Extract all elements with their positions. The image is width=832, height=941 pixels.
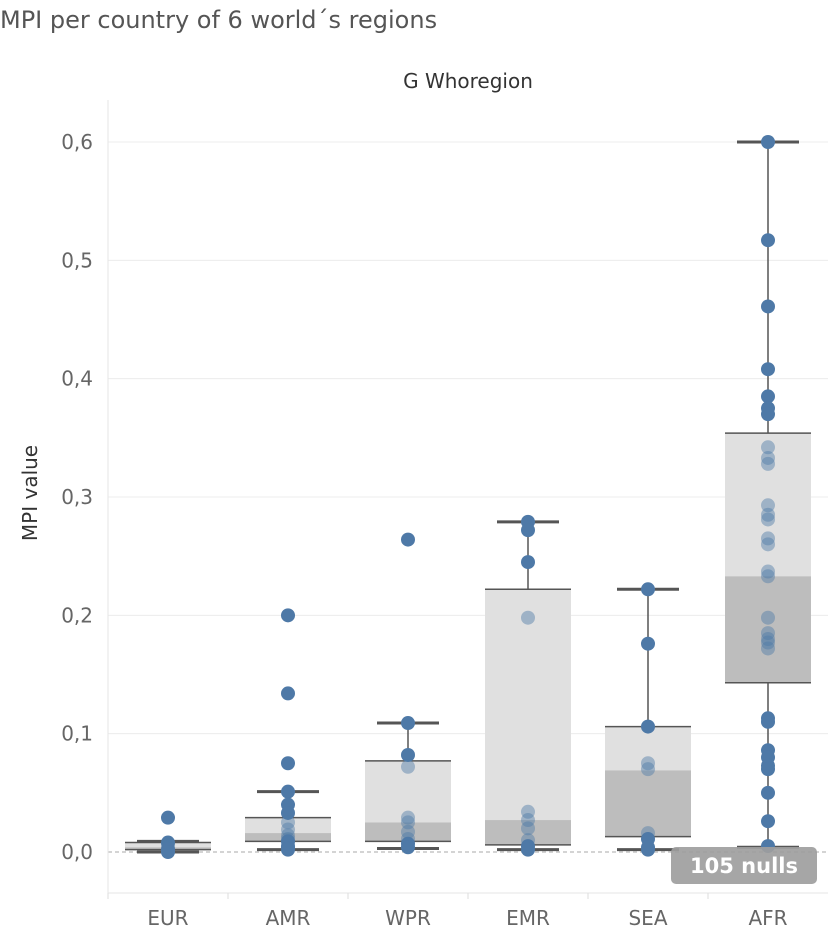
box-lower	[725, 576, 811, 683]
data-point	[761, 456, 775, 471]
data-point	[761, 814, 775, 829]
data-point	[761, 507, 775, 522]
data-point	[761, 450, 775, 465]
box-upper	[725, 433, 811, 577]
data-point	[761, 632, 775, 646]
x-tick-label: AFR	[748, 906, 787, 930]
x-tick-label: AMR	[266, 906, 311, 930]
y-axis-label: MPI value	[18, 445, 42, 541]
box-upper	[365, 760, 451, 823]
data-point	[401, 532, 415, 547]
data-point	[761, 531, 775, 546]
y-tick-label: 0,6	[61, 130, 93, 154]
box-afr	[725, 140, 811, 849]
data-point	[281, 608, 295, 623]
data-point	[761, 762, 775, 777]
data-point	[401, 815, 415, 830]
box-wpr	[365, 721, 451, 850]
data-point	[521, 610, 535, 625]
y-tick-label: 0,4	[61, 367, 93, 391]
data-point	[281, 822, 295, 837]
data-point	[281, 815, 295, 830]
data-point	[521, 555, 535, 570]
data-point	[281, 805, 295, 820]
data-point	[641, 842, 655, 857]
box-sea	[605, 587, 691, 852]
data-point	[401, 747, 415, 762]
data-point	[521, 821, 535, 836]
data-point	[761, 537, 775, 552]
chart-title: MPI per country of 6 world´s regions	[0, 6, 438, 34]
data-point	[641, 636, 655, 651]
y-tick-label: 0,5	[61, 248, 93, 272]
y-tick-label: 0,3	[61, 485, 93, 509]
data-point	[521, 523, 535, 538]
null-badge[interactable]: 105 nulls	[671, 847, 817, 884]
axes: EUR AMR WPR EMR SEA AFR	[107, 100, 828, 930]
data-point	[761, 569, 775, 584]
data-point	[401, 759, 415, 774]
data-point	[281, 686, 295, 701]
data-point	[761, 512, 775, 527]
data-point	[761, 641, 775, 656]
data-point	[761, 233, 775, 248]
x-tick-label: WPR	[385, 906, 431, 930]
y-tick-label: 0,2	[61, 603, 93, 627]
data-point	[521, 813, 535, 828]
null-badge-label: 105 nulls	[690, 854, 798, 878]
data-point	[641, 582, 655, 597]
data-point	[641, 756, 655, 771]
data-point	[161, 845, 175, 859]
data-point	[401, 716, 415, 731]
data-point	[281, 842, 295, 857]
data-point	[401, 824, 415, 839]
data-point	[161, 810, 175, 825]
x-tick-label: EMR	[506, 906, 550, 930]
data-point	[761, 610, 775, 625]
data-point	[761, 440, 775, 455]
data-point	[281, 756, 295, 771]
data-point	[761, 785, 775, 800]
data-point	[401, 810, 415, 825]
x-tick-label: EUR	[147, 906, 188, 930]
data-point	[761, 362, 775, 377]
y-tick-label: 0,0	[61, 840, 93, 864]
box-upper	[485, 589, 571, 821]
data-point	[761, 714, 775, 729]
data-point	[521, 842, 535, 857]
box-upper	[245, 817, 331, 834]
data-point	[281, 784, 295, 799]
column-header: G Whoregion	[403, 69, 533, 93]
data-point	[761, 389, 775, 404]
data-points	[161, 135, 775, 859]
data-point	[641, 762, 655, 777]
data-point	[761, 564, 775, 579]
gridlines: 0,0 0,1 0,2 0,3 0,4 0,5 0,6	[61, 130, 828, 864]
box-emr	[485, 520, 571, 852]
box-lower	[605, 770, 691, 837]
data-point	[761, 407, 775, 422]
data-point	[761, 626, 775, 641]
x-tick-label: SEA	[628, 906, 667, 930]
y-tick-label: 0,1	[61, 722, 93, 746]
data-point	[761, 299, 775, 314]
box-upper	[605, 726, 691, 771]
data-point	[641, 719, 655, 734]
data-point	[761, 498, 775, 513]
data-point	[521, 804, 535, 819]
box-lower	[365, 822, 451, 842]
data-point	[401, 840, 415, 855]
data-point	[761, 635, 775, 650]
data-point	[761, 135, 775, 149]
null-badge-background	[671, 847, 817, 884]
